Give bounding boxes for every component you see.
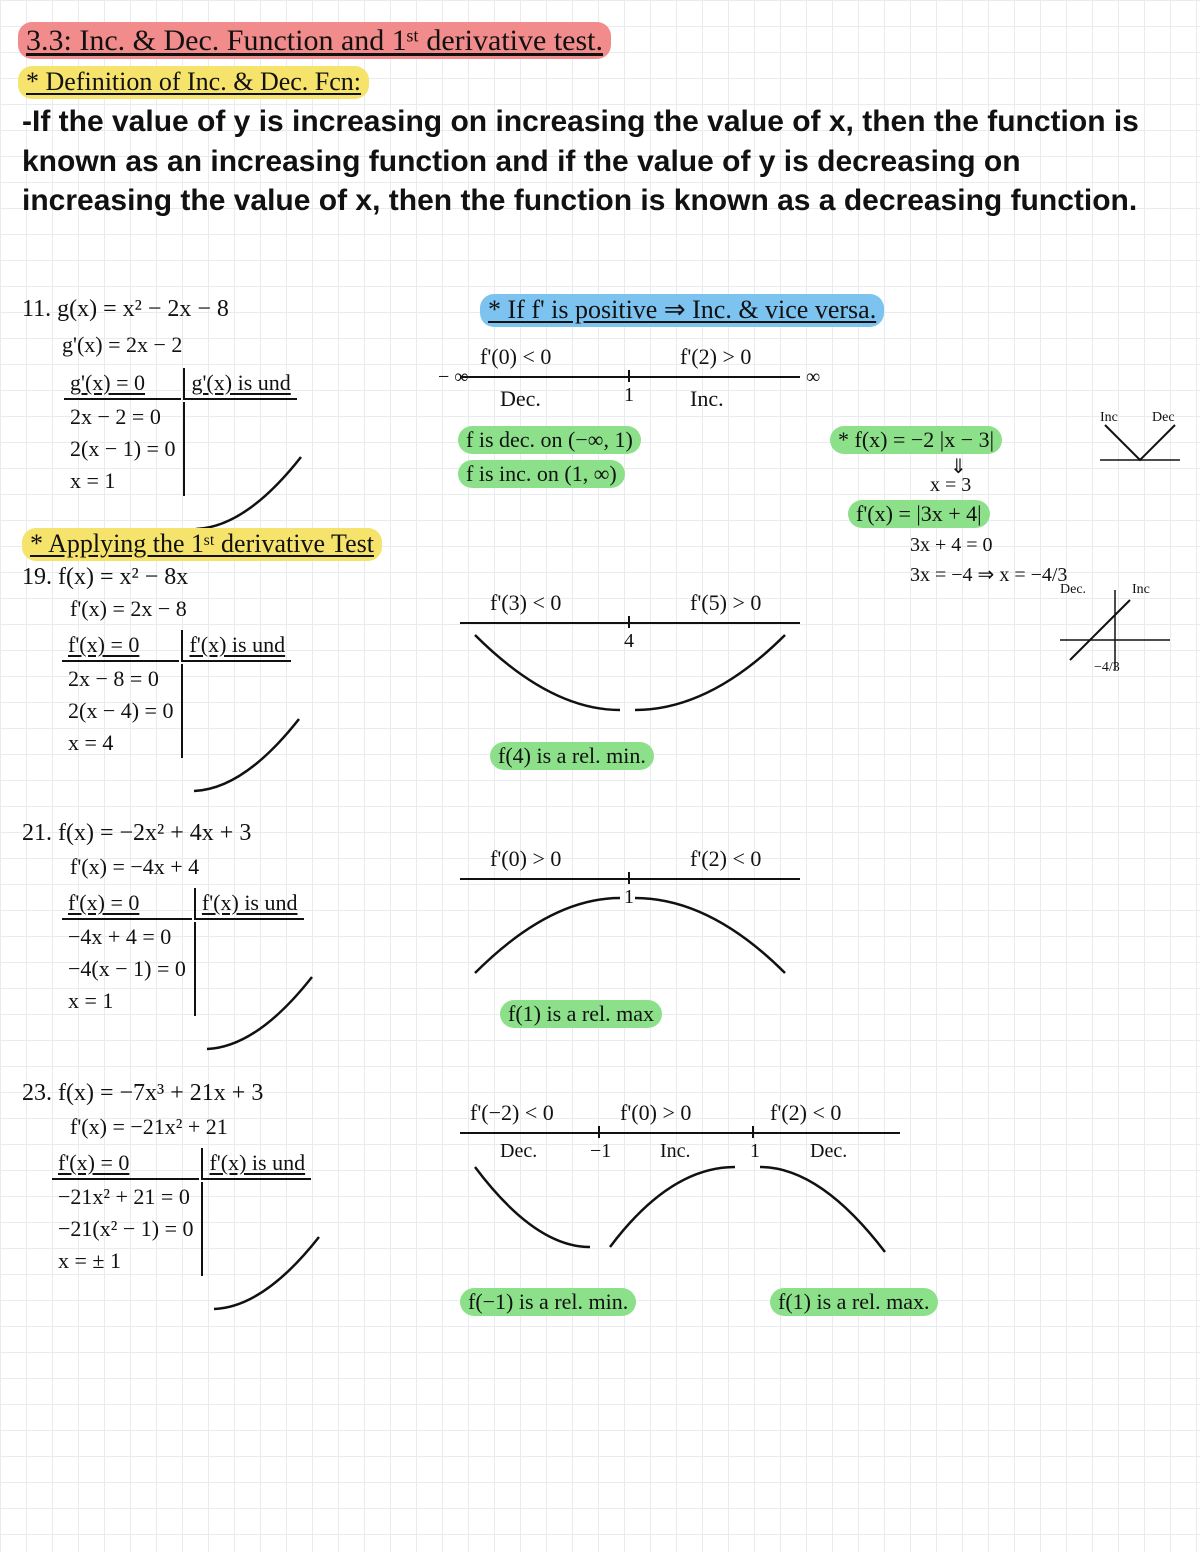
p23-bm: Inc. — [660, 1140, 691, 1163]
p23-r2: −21(x² − 1) = 0 — [52, 1214, 199, 1244]
p19-hdr1: f'(x) is und — [181, 630, 291, 662]
p19-numberline — [460, 622, 800, 624]
p19-r2: 2(x − 4) = 0 — [62, 696, 179, 726]
p11-fn: 11. g(x) = x² − 2x − 8 — [22, 296, 229, 323]
p23-hdr1: f'(x) is und — [201, 1148, 311, 1180]
p23-hdr0: f'(x) = 0 — [52, 1148, 199, 1180]
p11-tick — [628, 370, 630, 382]
p11-nl-right: f'(2) > 0 — [680, 344, 751, 370]
p19-table: f'(x) = 0f'(x) is und 2x − 8 = 0 2(x − 4… — [60, 628, 293, 760]
sub-title: * Definition of Inc. & Dec. Fcn: — [18, 66, 369, 99]
aside-s2: 3x = −4 ⇒ x = −4/3 — [910, 562, 1067, 587]
aside-graph2-inc: Inc — [1132, 582, 1150, 598]
p23-bl: Dec. — [500, 1140, 537, 1163]
p21-r2: −4(x − 1) = 0 — [62, 954, 192, 984]
aside-corner-dec: Dec — [1152, 410, 1175, 426]
p21-table: f'(x) = 0f'(x) is und −4x + 4 = 0 −4(x −… — [60, 886, 306, 1018]
aside-s1: 3x + 4 = 0 — [910, 534, 993, 557]
p21-r1: −4x + 4 = 0 — [62, 922, 192, 952]
p19-der: f'(x) = 2x − 8 — [70, 596, 187, 622]
p11-dec-label: Dec. — [500, 386, 541, 412]
p19-r3: x = 4 — [62, 728, 179, 758]
aside-der: f'(x) = |3x + 4| — [848, 500, 990, 528]
positive-rule: * If f' is positive ⇒ Inc. & vice versa. — [480, 294, 884, 327]
p21-der: f'(x) = −4x + 4 — [70, 854, 199, 880]
p23-der: f'(x) = −21x² + 21 — [70, 1114, 228, 1140]
p23-br: Dec. — [810, 1140, 847, 1163]
p23-nl-r: f'(2) < 0 — [770, 1100, 841, 1126]
page-title: 3.3: Inc. & Dec. Function and 1ˢᵗ deriva… — [18, 22, 611, 59]
p19-tick — [628, 616, 630, 628]
p11-und-curve — [191, 449, 311, 539]
section-title: * Applying the 1ˢᵗ derivative Test — [22, 528, 382, 561]
aside-x3: x = 3 — [930, 474, 971, 497]
p11-r3: x = 1 — [64, 466, 181, 496]
p21-nl-right: f'(2) < 0 — [690, 846, 761, 872]
p21-tick — [628, 872, 630, 884]
p23-nl-m: f'(0) > 0 — [620, 1100, 691, 1126]
aside-corner-graph-2 — [1060, 590, 1170, 670]
p11-conc1: f is dec. on (−∞, 1) — [458, 426, 641, 454]
p11-conc2: f is inc. on (1, ∞) — [458, 460, 625, 488]
p21-conc: f(1) is a rel. max — [500, 1000, 662, 1028]
p11-inc-label: Inc. — [690, 386, 724, 412]
p19-conc: f(4) is a rel. min. — [490, 742, 654, 770]
p11-tick-label: 1 — [624, 384, 634, 407]
p11-neginf: − ∞ — [438, 366, 469, 389]
p11-table: g'(x) = 0g'(x) is und 2x − 2 = 0 2(x − 1… — [62, 366, 299, 498]
p21-hdr0: f'(x) = 0 — [62, 888, 192, 920]
aside-graph2-dec: Dec. — [1060, 582, 1086, 598]
p23-conc2: f(1) is a rel. max. — [770, 1288, 938, 1316]
p21-hdr1: f'(x) is und — [194, 888, 304, 920]
p23-nl-l: f'(−2) < 0 — [470, 1100, 554, 1126]
p23-fn: 23. f(x) = −7x³ + 21x + 3 — [22, 1080, 263, 1107]
p21-und-curve — [202, 969, 322, 1059]
p19-valley-curves — [460, 630, 800, 720]
p21-nl-left: f'(0) > 0 — [490, 846, 561, 872]
p11-hdr1: g'(x) is und — [183, 368, 296, 400]
p21-r3: x = 1 — [62, 986, 192, 1016]
p11-r1: 2x − 2 = 0 — [64, 402, 181, 432]
p23-r3: x = ± 1 — [52, 1246, 199, 1276]
p21-hill-curves — [460, 888, 800, 983]
p11-der: g'(x) = 2x − 2 — [62, 332, 182, 358]
p19-nl-right: f'(5) > 0 — [690, 590, 761, 616]
p19-nl-left: f'(3) < 0 — [490, 590, 561, 616]
p19-fn: 19. f(x) = x² − 8x — [22, 564, 188, 591]
p11-r2: 2(x − 1) = 0 — [64, 434, 181, 464]
aside-fn: * f(x) = −2 |x − 3| — [830, 426, 1002, 454]
p11-nl-left: f'(0) < 0 — [480, 344, 551, 370]
p23-tick1-label: −1 — [590, 1140, 611, 1163]
p11-posinf: ∞ — [806, 366, 820, 389]
p19-r1: 2x − 8 = 0 — [62, 664, 179, 694]
p19-hdr0: f'(x) = 0 — [62, 630, 179, 662]
p23-tick2-label: 1 — [750, 1140, 760, 1163]
p23-curves — [460, 1162, 900, 1262]
p23-r1: −21x² + 21 = 0 — [52, 1182, 199, 1212]
p23-numberline — [460, 1132, 900, 1134]
p21-fn: 21. f(x) = −2x² + 4x + 3 — [22, 820, 251, 847]
aside-graph2-min: −4/3 — [1094, 660, 1120, 676]
p23-table: f'(x) = 0f'(x) is und −21x² + 21 = 0 −21… — [50, 1146, 313, 1278]
p23-tick2 — [752, 1126, 754, 1138]
aside-corner-graph-1 — [1100, 420, 1180, 480]
p11-numberline — [460, 376, 800, 378]
p23-tick1 — [598, 1126, 600, 1138]
aside-corner-inc: Inc — [1100, 410, 1118, 426]
p21-numberline — [460, 878, 800, 880]
definition-paragraph: -If the value of y is increasing on incr… — [22, 102, 1172, 221]
p23-und-curve — [209, 1229, 329, 1319]
p19-und-curve — [189, 711, 309, 801]
p11-hdr0: g'(x) = 0 — [64, 368, 181, 400]
p23-conc1: f(−1) is a rel. min. — [460, 1288, 636, 1316]
